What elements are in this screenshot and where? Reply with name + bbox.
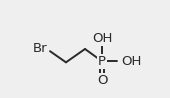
Text: O: O: [97, 74, 107, 87]
Text: P: P: [98, 55, 106, 68]
Text: Br: Br: [32, 43, 47, 55]
Text: OH: OH: [92, 32, 112, 45]
Text: OH: OH: [121, 55, 142, 68]
